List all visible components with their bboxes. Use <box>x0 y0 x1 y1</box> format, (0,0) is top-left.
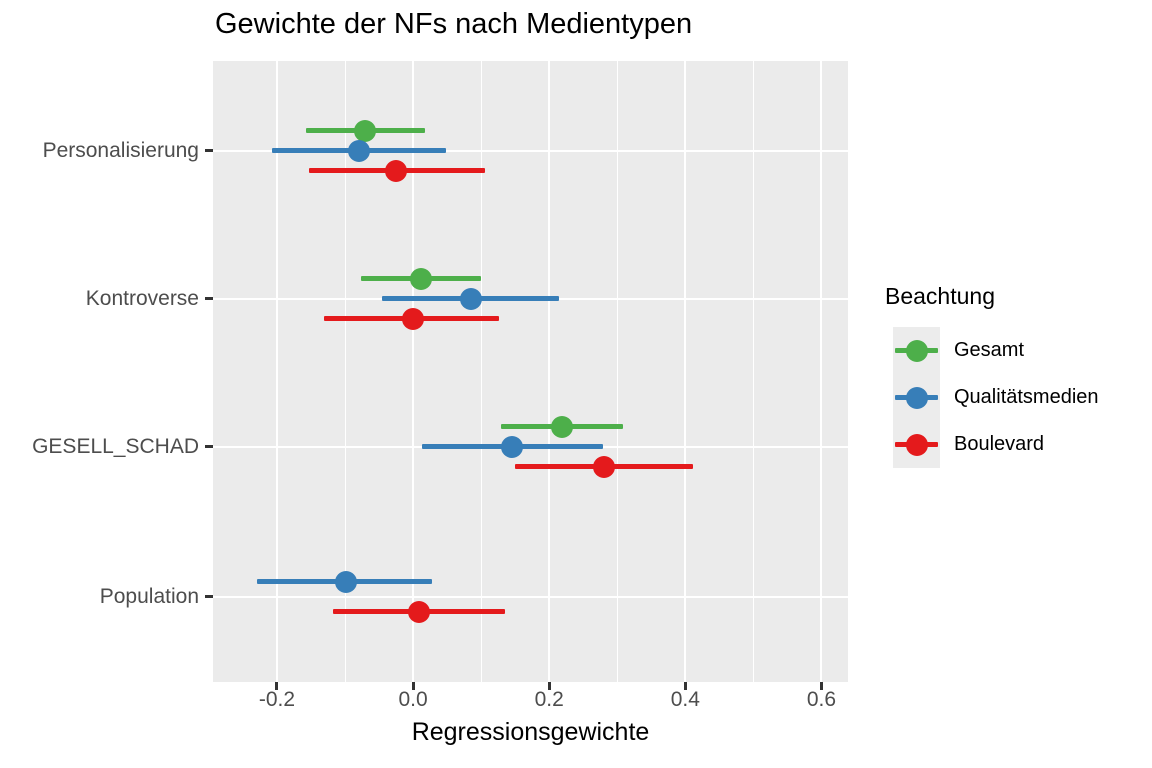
legend-key-swatch <box>893 374 940 421</box>
x-minor-gridline <box>752 61 754 682</box>
legend-key-dot <box>905 433 928 456</box>
x-major-gridline <box>684 61 687 682</box>
legend-entry-qualitätsmedien: Qualitätsmedien <box>893 374 1099 421</box>
x-tick-label: -0.2 <box>258 688 296 711</box>
legend-key-dot <box>905 339 928 362</box>
point-qualitätsmedien-population <box>334 570 357 593</box>
y-tick-label: Population <box>99 584 199 608</box>
legend-key-swatch <box>893 327 940 374</box>
point-boulevard-gesell_schad <box>593 455 616 478</box>
legend-key-dot <box>905 386 928 409</box>
x-axis-tick <box>819 682 823 690</box>
x-minor-gridline <box>344 61 346 682</box>
legend-keys: Gesamt Qualitätsmedien Boulevard <box>893 327 1099 468</box>
y-major-gridline <box>213 595 848 598</box>
point-boulevard-personalisierung <box>385 159 408 182</box>
x-tick-label: 0.6 <box>806 688 837 711</box>
legend-label: Gesamt <box>954 339 1025 361</box>
y-tick-label: GESELL_SCHAD <box>32 434 199 458</box>
x-axis-title: Regressionsgewichte <box>411 718 650 746</box>
x-axis-tick <box>683 682 687 690</box>
point-qualitätsmedien-personalisierung <box>347 139 370 162</box>
y-axis-tick <box>205 297 213 301</box>
x-tick-label: 0.0 <box>398 688 428 711</box>
x-tick-label: 0.2 <box>534 688 564 711</box>
x-minor-gridline <box>616 61 618 682</box>
chart-title: Gewichte der NFs nach Medientypen <box>215 8 693 40</box>
point-gesamt-personalisierung <box>353 119 376 142</box>
legend-label: Qualitätsmedien <box>954 386 1099 408</box>
y-tick-label: Kontroverse <box>85 286 199 310</box>
legend-entry-boulevard: Boulevard <box>893 421 1099 468</box>
legend-title: Beachtung <box>885 283 995 309</box>
y-axis-tick <box>205 445 213 449</box>
x-major-gridline <box>820 61 823 682</box>
point-boulevard-kontroverse <box>402 307 425 330</box>
x-axis-tick <box>275 682 279 690</box>
point-gesamt-kontroverse <box>410 267 433 290</box>
x-major-gridline <box>548 61 551 682</box>
point-boulevard-population <box>407 600 430 623</box>
legend: Beachtung Gesamt Qualitätsmedien Boulevard <box>885 283 1099 468</box>
x-major-gridline <box>275 61 278 682</box>
legend-entry-gesamt: Gesamt <box>893 327 1099 374</box>
x-major-gridline <box>412 61 415 682</box>
y-axis-tick <box>205 149 213 153</box>
plot-panel <box>213 61 848 682</box>
point-gesamt-gesell_schad <box>551 415 574 438</box>
y-tick-label: Personalisierung <box>42 138 199 162</box>
legend-label: Boulevard <box>954 433 1045 455</box>
y-axis-tick <box>205 595 213 599</box>
x-minor-gridline <box>480 61 482 682</box>
legend-key-swatch <box>893 421 940 468</box>
y-major-gridline <box>213 149 848 152</box>
point-qualitätsmedien-gesell_schad <box>501 435 524 458</box>
x-axis-tick <box>547 682 551 690</box>
x-tick-label: 0.4 <box>670 688 700 711</box>
x-axis-tick <box>411 682 415 690</box>
point-qualitätsmedien-kontroverse <box>459 287 482 310</box>
